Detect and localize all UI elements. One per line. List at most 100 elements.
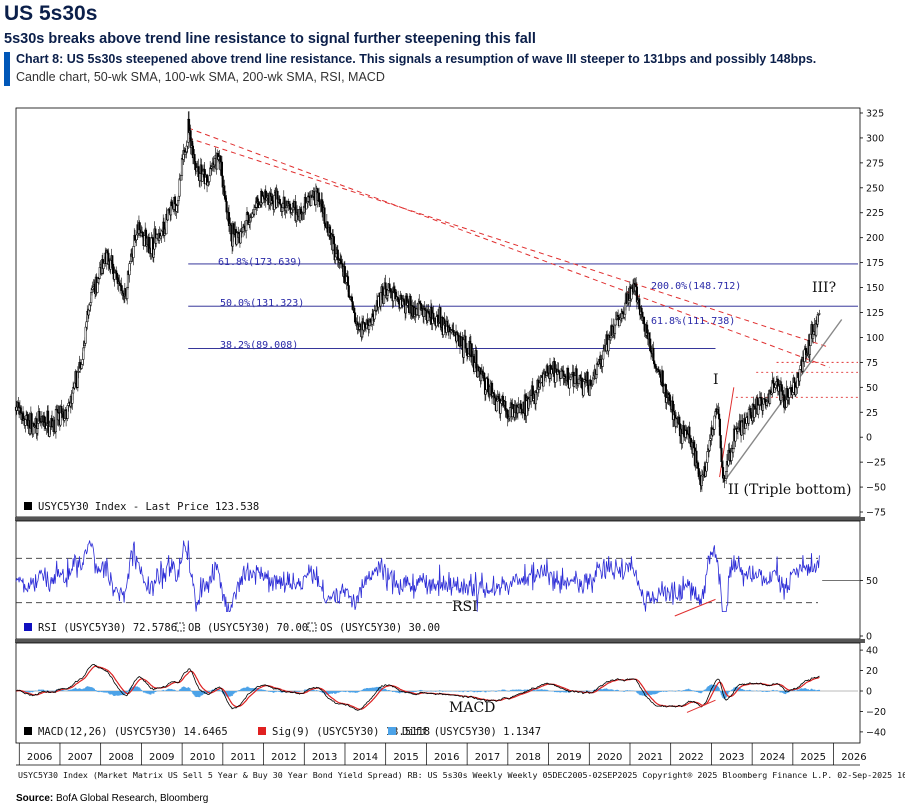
candle-body: [519, 403, 523, 410]
price-ytick-label: 75: [866, 358, 878, 369]
rsi-ytick-label: 0: [866, 632, 872, 643]
price-ytick-label: 0: [866, 433, 872, 444]
price-ytick-label: −25: [866, 458, 886, 469]
fib-label-ext-618: 61.8%(111.738): [651, 316, 735, 327]
candle-body: [736, 428, 739, 432]
price-ytick-label: 125: [866, 308, 884, 319]
macd-ytick-label: −20: [866, 707, 886, 718]
year-label-2023: 2023: [719, 752, 744, 763]
chart-description: Candle chart, 50-wk SMA, 100-wk SMA, 200…: [16, 70, 385, 84]
source-text: BofA Global Research, Bloomberg: [56, 793, 209, 804]
year-label-2017: 2017: [475, 752, 500, 763]
price-ytick-label: −75: [866, 508, 886, 519]
source-label: Source:: [16, 793, 54, 804]
year-label-2011: 2011: [230, 752, 255, 763]
price-ytick-label: 225: [866, 208, 884, 219]
page-subtitle: 5s30s breaks above trend line resistance…: [4, 31, 536, 47]
fib-label-618: 61.8%(173.639): [218, 257, 302, 268]
candle-body: [80, 364, 83, 369]
candle-body: [475, 350, 478, 369]
macd-panel: [15, 663, 858, 713]
price-legend: USYC5Y30 Index - Last Price 123.538: [18, 498, 259, 514]
candle-body: [223, 185, 226, 197]
price-ytick-label: 25: [866, 408, 878, 419]
year-label-2018: 2018: [515, 752, 540, 763]
year-label-2022: 2022: [678, 752, 703, 763]
last-price-label: USYC5Y30 Index - Last Price 123.538: [38, 501, 259, 513]
year-label-2010: 2010: [190, 752, 215, 763]
bloomberg-footer: USYC5Y30 Index (Market Matrix US Sell 5 …: [18, 770, 905, 780]
macd-legend-diff: Diff (USYC5Y30) 1.1347: [402, 726, 541, 738]
macd-panel-title: MACD: [449, 700, 495, 716]
rsi-legend-os: OS (USYC5Y30) 30.00: [320, 622, 440, 634]
candle-body: [323, 207, 326, 224]
price-ytick-label: 325: [866, 108, 884, 119]
year-label-2026: 2026: [841, 752, 866, 763]
candle-body: [102, 263, 105, 269]
price-ytick-label: 300: [866, 133, 884, 144]
rsi-panel-title: RSI: [452, 599, 478, 615]
year-label-2019: 2019: [556, 752, 581, 763]
candle-body: [220, 161, 223, 177]
year-label-2012: 2012: [271, 752, 296, 763]
macd-ytick-label: −40: [866, 727, 886, 738]
candle-body: [757, 405, 760, 415]
year-label-2007: 2007: [68, 752, 93, 763]
support-line: [723, 319, 843, 483]
candle-body: [504, 401, 507, 411]
candle-body: [617, 314, 620, 318]
candle-body: [818, 313, 821, 315]
price-ytick-label: 175: [866, 258, 884, 269]
candle-body: [706, 451, 709, 463]
candle-body: [638, 298, 641, 310]
candle-body: [120, 285, 123, 291]
candle-body: [602, 350, 605, 360]
year-label-2020: 2020: [597, 752, 622, 763]
candle-body: [363, 322, 366, 325]
price-panel: [14, 111, 858, 493]
rsi-legend-ob: OB (USYC5Y30) 70.00: [188, 622, 308, 634]
year-label-2009: 2009: [149, 752, 174, 763]
year-label-2014: 2014: [353, 752, 378, 763]
year-label-2015: 2015: [393, 752, 418, 763]
rsi-divergence-line: [674, 598, 716, 617]
panel-frames: [15, 107, 865, 766]
macd-divergence-line: [686, 699, 716, 713]
price-ytick-label: 50: [866, 383, 878, 394]
macd-ytick-label: 20: [866, 666, 878, 677]
candle-body: [278, 198, 281, 205]
price-ytick-label: 100: [866, 333, 884, 344]
candle-body: [155, 237, 158, 244]
candle-body: [138, 222, 141, 231]
candle-body: [718, 413, 721, 420]
macd-diff-histogram: [16, 684, 821, 699]
candle-body: [649, 338, 652, 352]
trend-line-upper: [188, 127, 830, 368]
candle-body: [798, 369, 801, 382]
fib-label-500: 50.0%(131.323): [220, 298, 304, 309]
candle-body: [808, 345, 812, 355]
macd-ytick-label: 0: [866, 687, 872, 698]
rsi-legend-rsi: RSI (USYC5Y30) 72.5786: [38, 622, 177, 634]
candle-body: [628, 300, 631, 304]
year-label-2024: 2024: [760, 752, 785, 763]
price-ytick-label: 250: [866, 183, 884, 194]
trend-line-lower: [188, 137, 830, 348]
price-ytick-label: 275: [866, 158, 884, 169]
year-label-2025: 2025: [800, 752, 825, 763]
rsi-legend: RSI (USYC5Y30) 72.5786 OB (USYC5Y30) 70.…: [18, 619, 440, 635]
fib-label-ext-200: 200.0%(148.712): [651, 281, 741, 292]
rsi-ytick-label: 50: [866, 576, 878, 587]
macd-ytick-label: 40: [866, 646, 878, 657]
fib-label-382: 38.2%(89.008): [220, 340, 298, 351]
macd-legend: MACD(12,26) (USYC5Y30) 14.6465 Sig(9) (U…: [18, 723, 541, 739]
rsi-panel: [15, 540, 860, 617]
candle-body: [568, 379, 571, 389]
macd-line: [15, 663, 820, 711]
wave-iii-label: III?: [812, 280, 836, 296]
wave-i-label: I: [713, 372, 719, 388]
price-ytick-label: −50: [866, 483, 886, 494]
candle-body: [347, 285, 350, 298]
rsi-line: [15, 540, 820, 612]
candle-body: [559, 370, 563, 379]
